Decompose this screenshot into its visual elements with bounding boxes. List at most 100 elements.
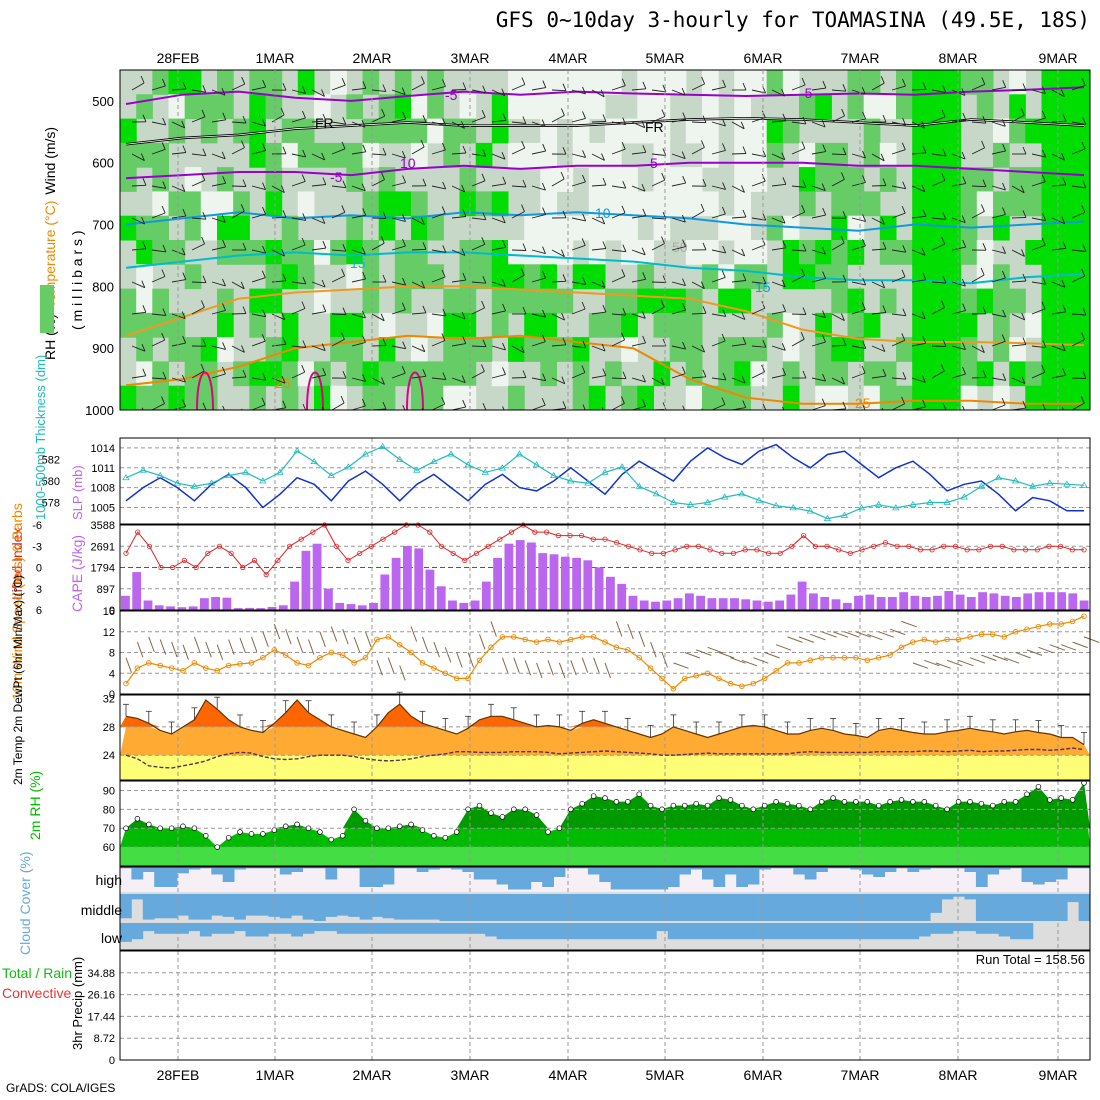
li-point-77 xyxy=(1022,547,1029,553)
wind-flag-30-1 xyxy=(740,121,745,129)
wind-flag-24-1 xyxy=(622,117,627,125)
rh-cell-48-11 xyxy=(896,337,913,362)
wind-flag-40-3 xyxy=(941,173,946,181)
rh-cell-59-8 xyxy=(1073,264,1091,290)
rh-point-66 xyxy=(875,802,882,809)
cloud-low-49 xyxy=(679,923,691,940)
cloud-low-42 xyxy=(599,923,612,940)
day-label-top-7: 7MAR xyxy=(841,50,880,66)
li-point-47 xyxy=(672,547,678,553)
wind-barb-18-1 xyxy=(491,119,506,123)
surface-barb-7 xyxy=(205,641,212,658)
rh-cell-50-7 xyxy=(928,240,945,265)
wind-tick-3: 12 xyxy=(103,627,115,639)
wind-barb-6-6 xyxy=(251,277,266,283)
rh-cell-50-4 xyxy=(928,167,945,192)
rh-point-83 xyxy=(1069,797,1076,803)
rh-cell-1-1 xyxy=(136,94,153,120)
wind-flag-6-6 xyxy=(261,270,266,278)
cloud-high-55 xyxy=(747,867,760,885)
wind-flag-32-3 xyxy=(782,177,787,185)
rh-cell-30-5 xyxy=(605,191,622,217)
day-label-bottom-4: 4MAR xyxy=(549,1067,588,1083)
wind-barb-27-6 xyxy=(671,281,686,287)
wind-barb-3-5 xyxy=(191,243,205,251)
rh-point-37 xyxy=(545,829,551,835)
wind-flag-6-9 xyxy=(262,373,267,381)
li-point-9 xyxy=(228,550,234,556)
wind-speed-point-28 xyxy=(442,670,449,677)
rh-cell-14-8 xyxy=(346,264,363,290)
wind-barb-34-2 xyxy=(811,151,826,155)
surface-barb-41 xyxy=(593,657,600,673)
cape-bar-32 xyxy=(481,581,491,610)
rh-cell-17-9 xyxy=(394,288,412,314)
wind-barb-40-6 xyxy=(931,281,947,284)
wind-flag-40-4 xyxy=(942,212,947,220)
rh-cell-18-1 xyxy=(411,94,428,120)
rh-point-63 xyxy=(841,799,848,805)
wind-flag-27-0 xyxy=(681,87,686,96)
rh-cell-4-0 xyxy=(184,70,202,95)
rh-cell-10-10 xyxy=(281,312,299,338)
wind-flag-45-3 xyxy=(1041,174,1046,182)
rh-cell-9-3 xyxy=(265,142,283,168)
wind-barb-45-2 xyxy=(1031,153,1046,158)
li-point-32 xyxy=(497,536,503,542)
wind-barb-1-7 xyxy=(151,313,166,316)
cloud-low-1 xyxy=(131,923,144,940)
wind-barb-11-7 xyxy=(351,313,366,319)
wind-flag-32-6 xyxy=(781,279,786,287)
wind-barb-20-8 xyxy=(531,341,546,347)
wind-barb-44-4 xyxy=(1011,217,1027,219)
wind-barb-43-2 xyxy=(991,150,1006,155)
surface-barb-42 xyxy=(604,662,611,679)
wind-barb-37-2 xyxy=(871,153,885,162)
thickness-point-1 xyxy=(139,466,147,473)
wind-barb-1-3 xyxy=(151,185,166,189)
wind-tick-2: 8 xyxy=(109,648,115,660)
li-tick-4: 6 xyxy=(36,605,42,617)
wind-flag-31-6 xyxy=(762,276,767,284)
wind-barb-37-6 xyxy=(871,281,885,289)
rh-cell-47-13 xyxy=(879,385,897,411)
temp-high-area xyxy=(120,700,1090,727)
li-point-51 xyxy=(719,550,725,556)
cloud-middle-72 xyxy=(941,894,954,900)
cape-bar-3 xyxy=(154,605,164,610)
li-tick-3: 3 xyxy=(36,584,42,596)
cape-bar-1 xyxy=(132,572,142,610)
wind-flag-47-5 xyxy=(1082,244,1087,252)
cape-bar-66 xyxy=(865,594,875,610)
thickness-point-8 xyxy=(259,477,267,484)
wind-barb-12-5 xyxy=(371,242,385,251)
cloud-low-40 xyxy=(576,923,589,940)
cloud-high-16 xyxy=(302,867,315,869)
day-label-bottom-6: 6MAR xyxy=(744,1067,783,1083)
wind-barb-3-9 xyxy=(191,370,205,379)
wind-flag-22-1 xyxy=(582,111,586,119)
wind-barb-41-7 xyxy=(951,310,966,315)
wind-flag-42-5 xyxy=(982,243,987,251)
wind-flag-37-8 xyxy=(881,344,886,352)
wind-flag-5-9 xyxy=(242,369,247,378)
wind-flag-9-4 xyxy=(321,216,326,224)
wind-barb-42-6 xyxy=(971,274,985,283)
li-line xyxy=(125,524,1084,576)
wind-flag-34-9 xyxy=(822,373,827,382)
wind-barb-22-8 xyxy=(571,345,586,349)
cloud-high-26 xyxy=(416,867,429,872)
thickness-line xyxy=(125,445,1085,520)
rh-cell-24-7 xyxy=(508,240,525,265)
cloud-middle-45 xyxy=(633,894,646,921)
surface-barb-63 xyxy=(844,631,860,638)
rh-cell-16-4 xyxy=(378,167,396,192)
wind-ylabel: 10m Wind Speed (m/s) & Barbs xyxy=(9,503,25,700)
wind-flag-0-5 xyxy=(142,241,147,249)
wind-barb-33-3 xyxy=(791,185,806,188)
li-point-61 xyxy=(836,547,842,553)
rh-cell-35-10 xyxy=(685,312,703,338)
surface-barb-54 xyxy=(741,659,758,667)
wind-flag-2-8 xyxy=(182,335,187,344)
wind-speed-point-46 xyxy=(647,665,654,671)
